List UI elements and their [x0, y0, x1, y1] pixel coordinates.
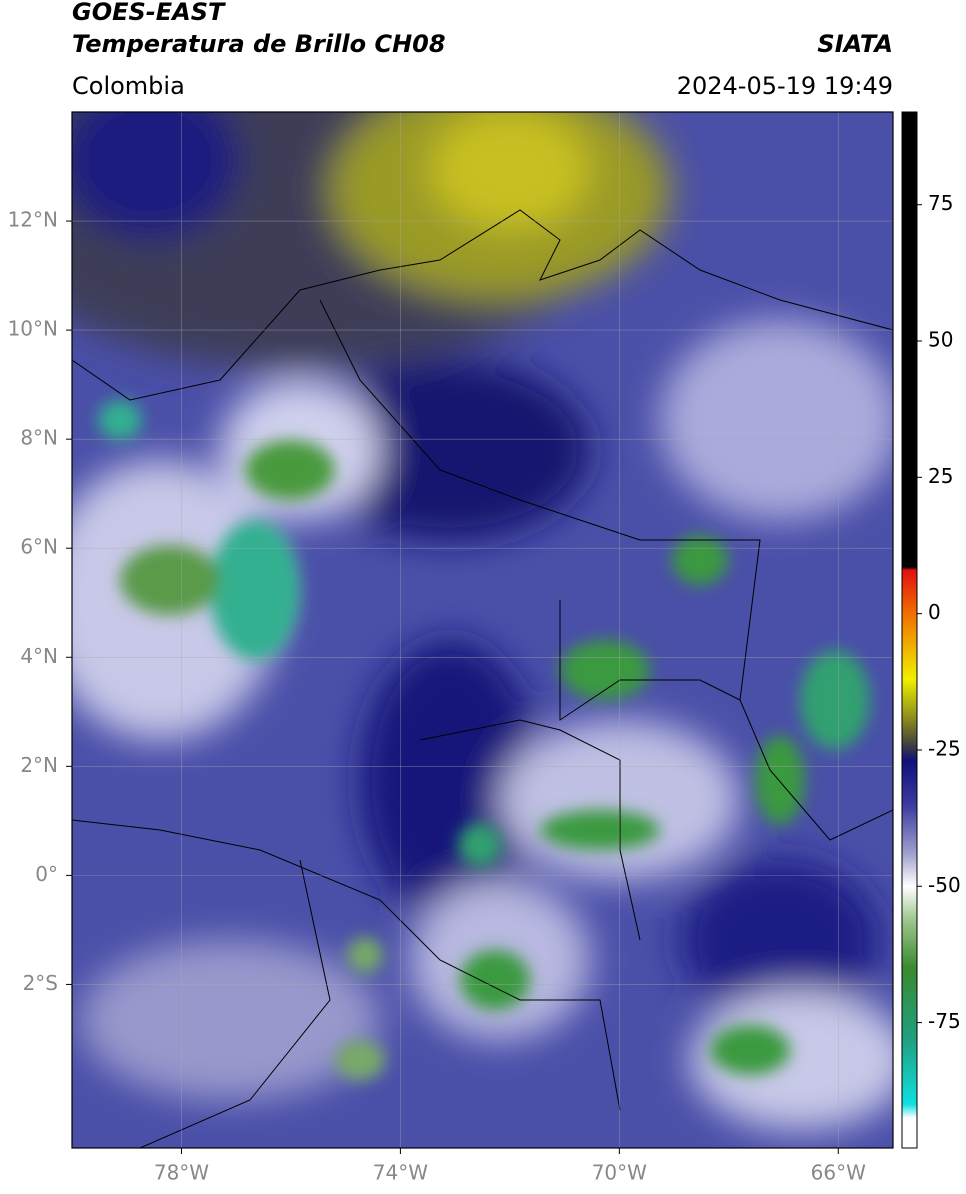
y-tick-label: 2°N [20, 753, 58, 777]
colorbar-tick-label: 50 [928, 328, 953, 352]
y-tick-label: 8°N [20, 426, 58, 450]
subtitle: Temperatura de Brillo CH08 [72, 30, 446, 58]
x-tick-label: 74°W [373, 1161, 428, 1185]
x-tick-label: 78°W [154, 1161, 209, 1185]
colorbar-tick-label: -75 [928, 1009, 961, 1033]
y-tick-label: 4°N [20, 644, 58, 668]
x-tick-label: 70°W [592, 1161, 647, 1185]
cloud-field [72, 112, 893, 1130]
colorbar-tick-label: 25 [928, 464, 953, 488]
source: SIATA [817, 30, 893, 58]
y-tick-label: 10°N [8, 317, 58, 341]
y-tick-label: 12°N [8, 208, 58, 232]
grid [72, 112, 893, 1148]
colorbar-tick-label: -25 [928, 736, 961, 760]
x-tick-label: 66°W [811, 1161, 866, 1185]
convective-cores [98, 400, 870, 1080]
colorbar-tick-label: 75 [928, 191, 953, 215]
borders [72, 209, 893, 1148]
y-tick-label: 6°N [20, 535, 58, 559]
map-frame [71, 111, 894, 1149]
region: Colombia [72, 72, 185, 100]
colorbar-tick-label: -50 [928, 873, 961, 897]
y-tick-label: 2°S [23, 971, 58, 995]
colorbar [901, 111, 918, 1149]
colorbar-tick-label: 0 [928, 600, 941, 624]
imagery [72, 112, 893, 1148]
y-tick-label: 0° [35, 862, 58, 886]
title: GOES-EAST [72, 0, 226, 26]
datetime: 2024-05-19 19:49 [677, 72, 893, 100]
